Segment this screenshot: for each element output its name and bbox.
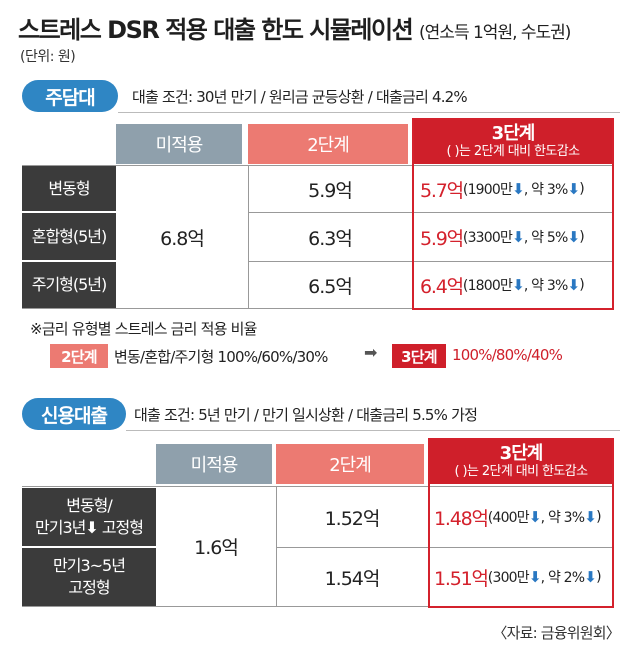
row-label-part: 만기3년 <box>35 518 86 537</box>
down-arrow-icon: ⬇ <box>528 568 542 586</box>
stage3-amount: 1.48억 <box>434 507 489 530</box>
table-rule <box>248 165 249 308</box>
mortgage-header-stage3: 3단계 ( )는 2단계 대비 한도감소 <box>414 120 612 164</box>
table-rule <box>22 486 612 487</box>
stage3-highlight-box <box>428 438 614 608</box>
table-rule <box>22 308 612 309</box>
header-label: 미적용 <box>155 135 204 156</box>
header-sublabel: ( )는 2단계 대비 한도감소 <box>446 144 581 159</box>
title-sub: (연소득 1억원, 수도권) <box>419 23 571 43</box>
header-label: 2단계 <box>329 455 372 476</box>
tag-stage2: 2단계 <box>50 344 108 368</box>
down-arrow-icon: ⬇ <box>567 180 581 198</box>
paren-close: ) <box>579 181 584 197</box>
header-label: 2단계 <box>307 135 350 156</box>
mortgage-stage3-cell: 6.4억 (1800만 ⬇ , 약 3% ⬇ ) <box>420 262 585 308</box>
credit-header-stage2: 2단계 <box>276 444 424 484</box>
mortgage-stage3-cell: 5.9억 (3300만 ⬇ , 약 5% ⬇ ) <box>420 213 585 261</box>
mortgage-conditions: 대출 조건: 30년 만기 / 원리금 균등상환 / 대출금리 4.2% <box>132 88 468 106</box>
right-arrow-icon: ➡ <box>364 343 377 362</box>
source-note: 〈자료: 금융위원회〉 <box>492 624 620 642</box>
down-arrow-icon: ⬇ <box>567 228 581 246</box>
reduction-percent: , 약 3% <box>523 182 568 198</box>
stage3-amount: 6.4억 <box>420 275 464 298</box>
credit-row-label: 변동형/ 만기3년⬇ 고정형 <box>22 488 156 546</box>
row-label-line: 변동형/ <box>66 496 113 515</box>
mortgage-header-stage2: 2단계 <box>248 124 408 164</box>
stage3-rates: 100%/80%/40% <box>452 346 563 364</box>
paren-close: ) <box>596 569 601 585</box>
down-arrow-icon: ⬇ <box>584 568 597 586</box>
mortgage-stage2-value: 6.5억 <box>308 275 353 298</box>
credit-header-stage3: 3단계 ( )는 2단계 대비 한도감소 <box>430 440 612 484</box>
reduction-amount: (300만 <box>487 570 530 586</box>
reduction-amount: (400만 <box>487 510 530 526</box>
reduction-percent: , 약 2% <box>540 570 585 586</box>
header-label: 3단계 <box>491 123 536 144</box>
table-rule <box>248 212 612 213</box>
mortgage-row-label: 혼합형(5년) <box>22 213 116 260</box>
down-arrow-icon: ⬇ <box>85 518 98 537</box>
credit-badge: 신용대출 <box>22 398 126 430</box>
down-arrow-icon: ⬇ <box>512 180 525 198</box>
reduction-amount: (1900만 <box>462 182 513 198</box>
row-label-line: 만기3~5년 <box>53 556 126 575</box>
credit-stage2-value: 1.52억 <box>324 507 381 530</box>
credit-stage3-cell: 1.51억 (300만 ⬇ , 약 2% ⬇ ) <box>434 548 601 606</box>
tag-stage3: 3단계 <box>392 344 446 368</box>
credit-stage2-value: 1.54억 <box>324 567 381 590</box>
reduction-amount: (3300만 <box>462 230 513 246</box>
credit-stage3-cell: 1.48억 (400만 ⬇ , 약 3% ⬇ ) <box>434 487 601 547</box>
paren-close: ) <box>579 277 584 293</box>
stage3-amount: 5.7억 <box>420 179 464 202</box>
table-rule <box>248 261 612 262</box>
table-rule <box>22 606 612 607</box>
header-sublabel: ( )는 2단계 대비 한도감소 <box>454 464 589 479</box>
credit-row-label: 만기3~5년 고정형 <box>22 548 156 606</box>
mortgage-row-label: 주기형(5년) <box>22 262 116 308</box>
row-label-line: 만기3년⬇ 고정형 <box>35 517 144 539</box>
row-label-line: 고정형 <box>68 578 110 597</box>
down-arrow-icon: ⬇ <box>512 276 525 294</box>
table-rule <box>276 486 277 606</box>
stage3-highlight-box <box>412 118 614 310</box>
reduction-amount: (1800만 <box>462 278 513 294</box>
mortgage-divider <box>118 112 620 113</box>
mortgage-stage2-value: 6.3억 <box>308 227 353 250</box>
row-label-part: 고정형 <box>97 518 144 537</box>
reduction-percent: , 약 3% <box>540 510 585 526</box>
stage3-amount: 1.51억 <box>434 567 489 590</box>
header-label: 미적용 <box>190 455 239 476</box>
reduction-percent: , 약 3% <box>523 278 568 294</box>
table-rule <box>22 165 612 166</box>
paren-close: ) <box>596 509 601 525</box>
mortgage-badge: 주담대 <box>22 80 118 112</box>
mortgage-row-label: 변동형 <box>22 166 116 211</box>
down-arrow-icon: ⬇ <box>567 276 581 294</box>
down-arrow-icon: ⬇ <box>528 508 542 526</box>
reduction-percent: , 약 5% <box>523 230 568 246</box>
unit-note: (단위: 원) <box>20 49 76 65</box>
credit-divider <box>126 430 620 431</box>
title-main: 스트레스 DSR 적용 대출 한도 시뮬레이션 <box>18 16 414 44</box>
credit-header-none: 미적용 <box>156 444 272 484</box>
rate-note-text: ※금리 유형별 스트레스 금리 적용 비율 <box>30 320 257 338</box>
down-arrow-icon: ⬇ <box>512 228 525 246</box>
stage3-amount: 5.9억 <box>420 227 464 250</box>
header-label: 3단계 <box>499 443 544 464</box>
mortgage-stage2-value: 5.9억 <box>308 179 353 202</box>
stage2-rates: 변동/혼합/주기형 100%/60%/30% <box>114 348 328 366</box>
down-arrow-icon: ⬇ <box>584 508 597 526</box>
mortgage-none-value: 6.8억 <box>160 227 205 250</box>
page-title: 스트레스 DSR 적용 대출 한도 시뮬레이션 (연소득 1억원, 수도권) <box>18 10 571 45</box>
credit-none-value: 1.6억 <box>194 537 239 559</box>
mortgage-header-none: 미적용 <box>116 124 242 164</box>
paren-close: ) <box>579 229 584 245</box>
table-rule <box>276 547 612 548</box>
credit-conditions: 대출 조건: 5년 만기 / 만기 일시상환 / 대출금리 5.5% 가정 <box>134 406 478 424</box>
mortgage-stage3-cell: 5.7억 (1900만 ⬇ , 약 3% ⬇ ) <box>420 166 585 212</box>
